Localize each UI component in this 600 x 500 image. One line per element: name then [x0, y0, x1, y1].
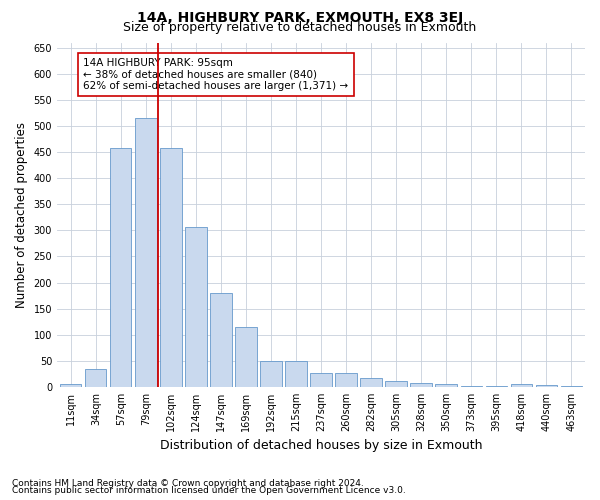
- Bar: [185, 226, 206, 387]
- Text: 14A, HIGHBURY PARK, EXMOUTH, EX8 3EJ: 14A, HIGHBURY PARK, EXMOUTH, EX8 3EJ: [137, 11, 463, 25]
- Text: 14A HIGHBURY PARK: 95sqm
← 38% of detached houses are smaller (840)
62% of semi-: 14A HIGHBURY PARK: 95sqm ← 38% of detach…: [83, 58, 349, 91]
- Bar: [310, 373, 332, 387]
- Bar: [60, 384, 82, 387]
- Bar: [85, 368, 106, 387]
- Bar: [135, 118, 157, 387]
- Bar: [410, 383, 432, 387]
- Text: Contains public sector information licensed under the Open Government Licence v3: Contains public sector information licen…: [12, 486, 406, 495]
- Bar: [210, 293, 232, 387]
- Bar: [286, 361, 307, 387]
- Bar: [511, 384, 532, 387]
- X-axis label: Distribution of detached houses by size in Exmouth: Distribution of detached houses by size …: [160, 440, 482, 452]
- Bar: [385, 380, 407, 387]
- Bar: [560, 386, 582, 387]
- Bar: [235, 328, 257, 387]
- Bar: [485, 386, 507, 387]
- Bar: [260, 361, 281, 387]
- Text: Contains HM Land Registry data © Crown copyright and database right 2024.: Contains HM Land Registry data © Crown c…: [12, 478, 364, 488]
- Bar: [361, 378, 382, 387]
- Bar: [110, 148, 131, 387]
- Bar: [536, 385, 557, 387]
- Bar: [436, 384, 457, 387]
- Bar: [335, 373, 356, 387]
- Text: Size of property relative to detached houses in Exmouth: Size of property relative to detached ho…: [124, 21, 476, 34]
- Bar: [160, 148, 182, 387]
- Y-axis label: Number of detached properties: Number of detached properties: [15, 122, 28, 308]
- Bar: [461, 386, 482, 387]
